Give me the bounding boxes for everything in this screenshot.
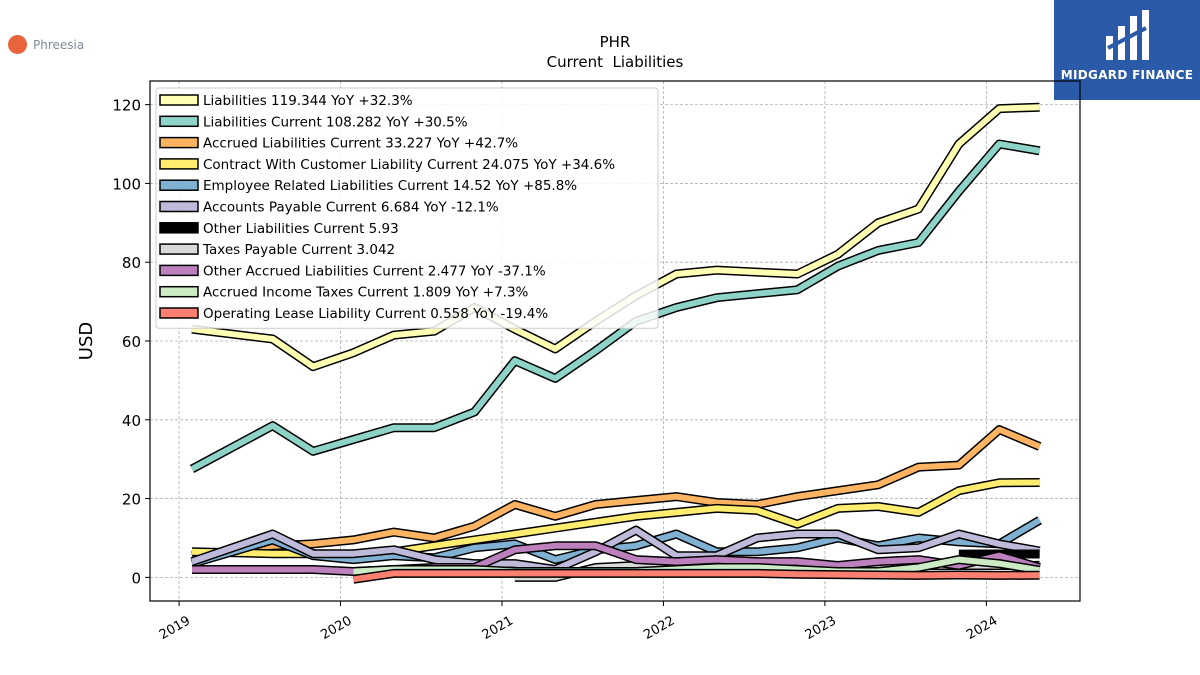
legend-entry-label: Contract With Customer Liability Current… [203, 157, 615, 173]
y-axis-label: USD [76, 322, 97, 360]
x-tick-label: 2019 [157, 613, 193, 643]
legend-swatch [159, 179, 199, 191]
series-line [191, 527, 1041, 573]
legend-entry-label: Accrued Liabilities Current 33.227 YoY +… [203, 136, 518, 152]
x-tick-label: 2020 [318, 613, 354, 643]
legend-entry-label: Accounts Payable Current 6.684 YoY -12.1… [203, 200, 499, 216]
legend-swatch [159, 200, 199, 213]
legend-swatch [159, 136, 199, 149]
y-tick-label: 120 [112, 97, 141, 115]
legend-entry-label: Taxes Payable Current 3.042 [202, 242, 395, 258]
y-tick-label: 60 [122, 333, 141, 351]
brand-name: Phreesia [33, 37, 85, 52]
brand: Phreesia [8, 35, 84, 54]
watermark-logo: MIDGARD FINANCE [1054, 0, 1200, 100]
y-tick-label: 100 [112, 175, 141, 193]
y-tick-label: 20 [122, 491, 141, 509]
legend-swatch [159, 94, 199, 106]
legend-entry-label: Liabilities Current 108.282 YoY +30.5% [203, 114, 468, 130]
y-tick-label: 80 [122, 254, 141, 272]
legend-swatch [159, 285, 199, 298]
series-line [191, 517, 1042, 567]
legend-entry-label: Liabilities 119.344 YoY +32.3% [203, 93, 413, 109]
watermark-text: MIDGARD FINANCE [1060, 68, 1194, 82]
x-tick-label: 2022 [641, 613, 677, 643]
series-line [352, 570, 1040, 583]
phreesia-logo-icon [8, 35, 27, 54]
x-tick-label: 2023 [803, 613, 839, 643]
legend: Liabilities 119.344 YoY +32.3% Liabilitie… [155, 87, 659, 329]
legend-swatch [159, 222, 199, 234]
series-line [191, 426, 1041, 559]
legend-swatch [159, 158, 199, 170]
x-tick-label: 2021 [480, 613, 516, 643]
y-tick-label: 0 [131, 569, 141, 587]
legend-entry-label: Accrued Income Taxes Current 1.809 YoY +… [203, 285, 529, 301]
chart-title: PHR [600, 33, 631, 51]
x-tick-label: 2024 [964, 613, 1000, 643]
legend-entry-label: Employee Related Liabilities Current 14.… [203, 178, 577, 194]
midgard-logo-icon [1106, 10, 1149, 60]
legend-swatch [159, 243, 199, 255]
legend-entry-label: Other Liabilities Current 5.93 [203, 221, 399, 237]
y-tick-label: 40 [122, 412, 141, 430]
legend-entry-label: Other Accrued Liabilities Current 2.477 … [203, 263, 546, 279]
legend-swatch [159, 264, 199, 277]
legend-entry-label: Operating Lease Liability Current 0.558 … [203, 306, 548, 322]
legend-box [155, 87, 659, 329]
chart-subtitle: Current Liabilities [547, 53, 684, 71]
legend-swatch [159, 115, 199, 128]
legend-swatch [159, 307, 199, 319]
